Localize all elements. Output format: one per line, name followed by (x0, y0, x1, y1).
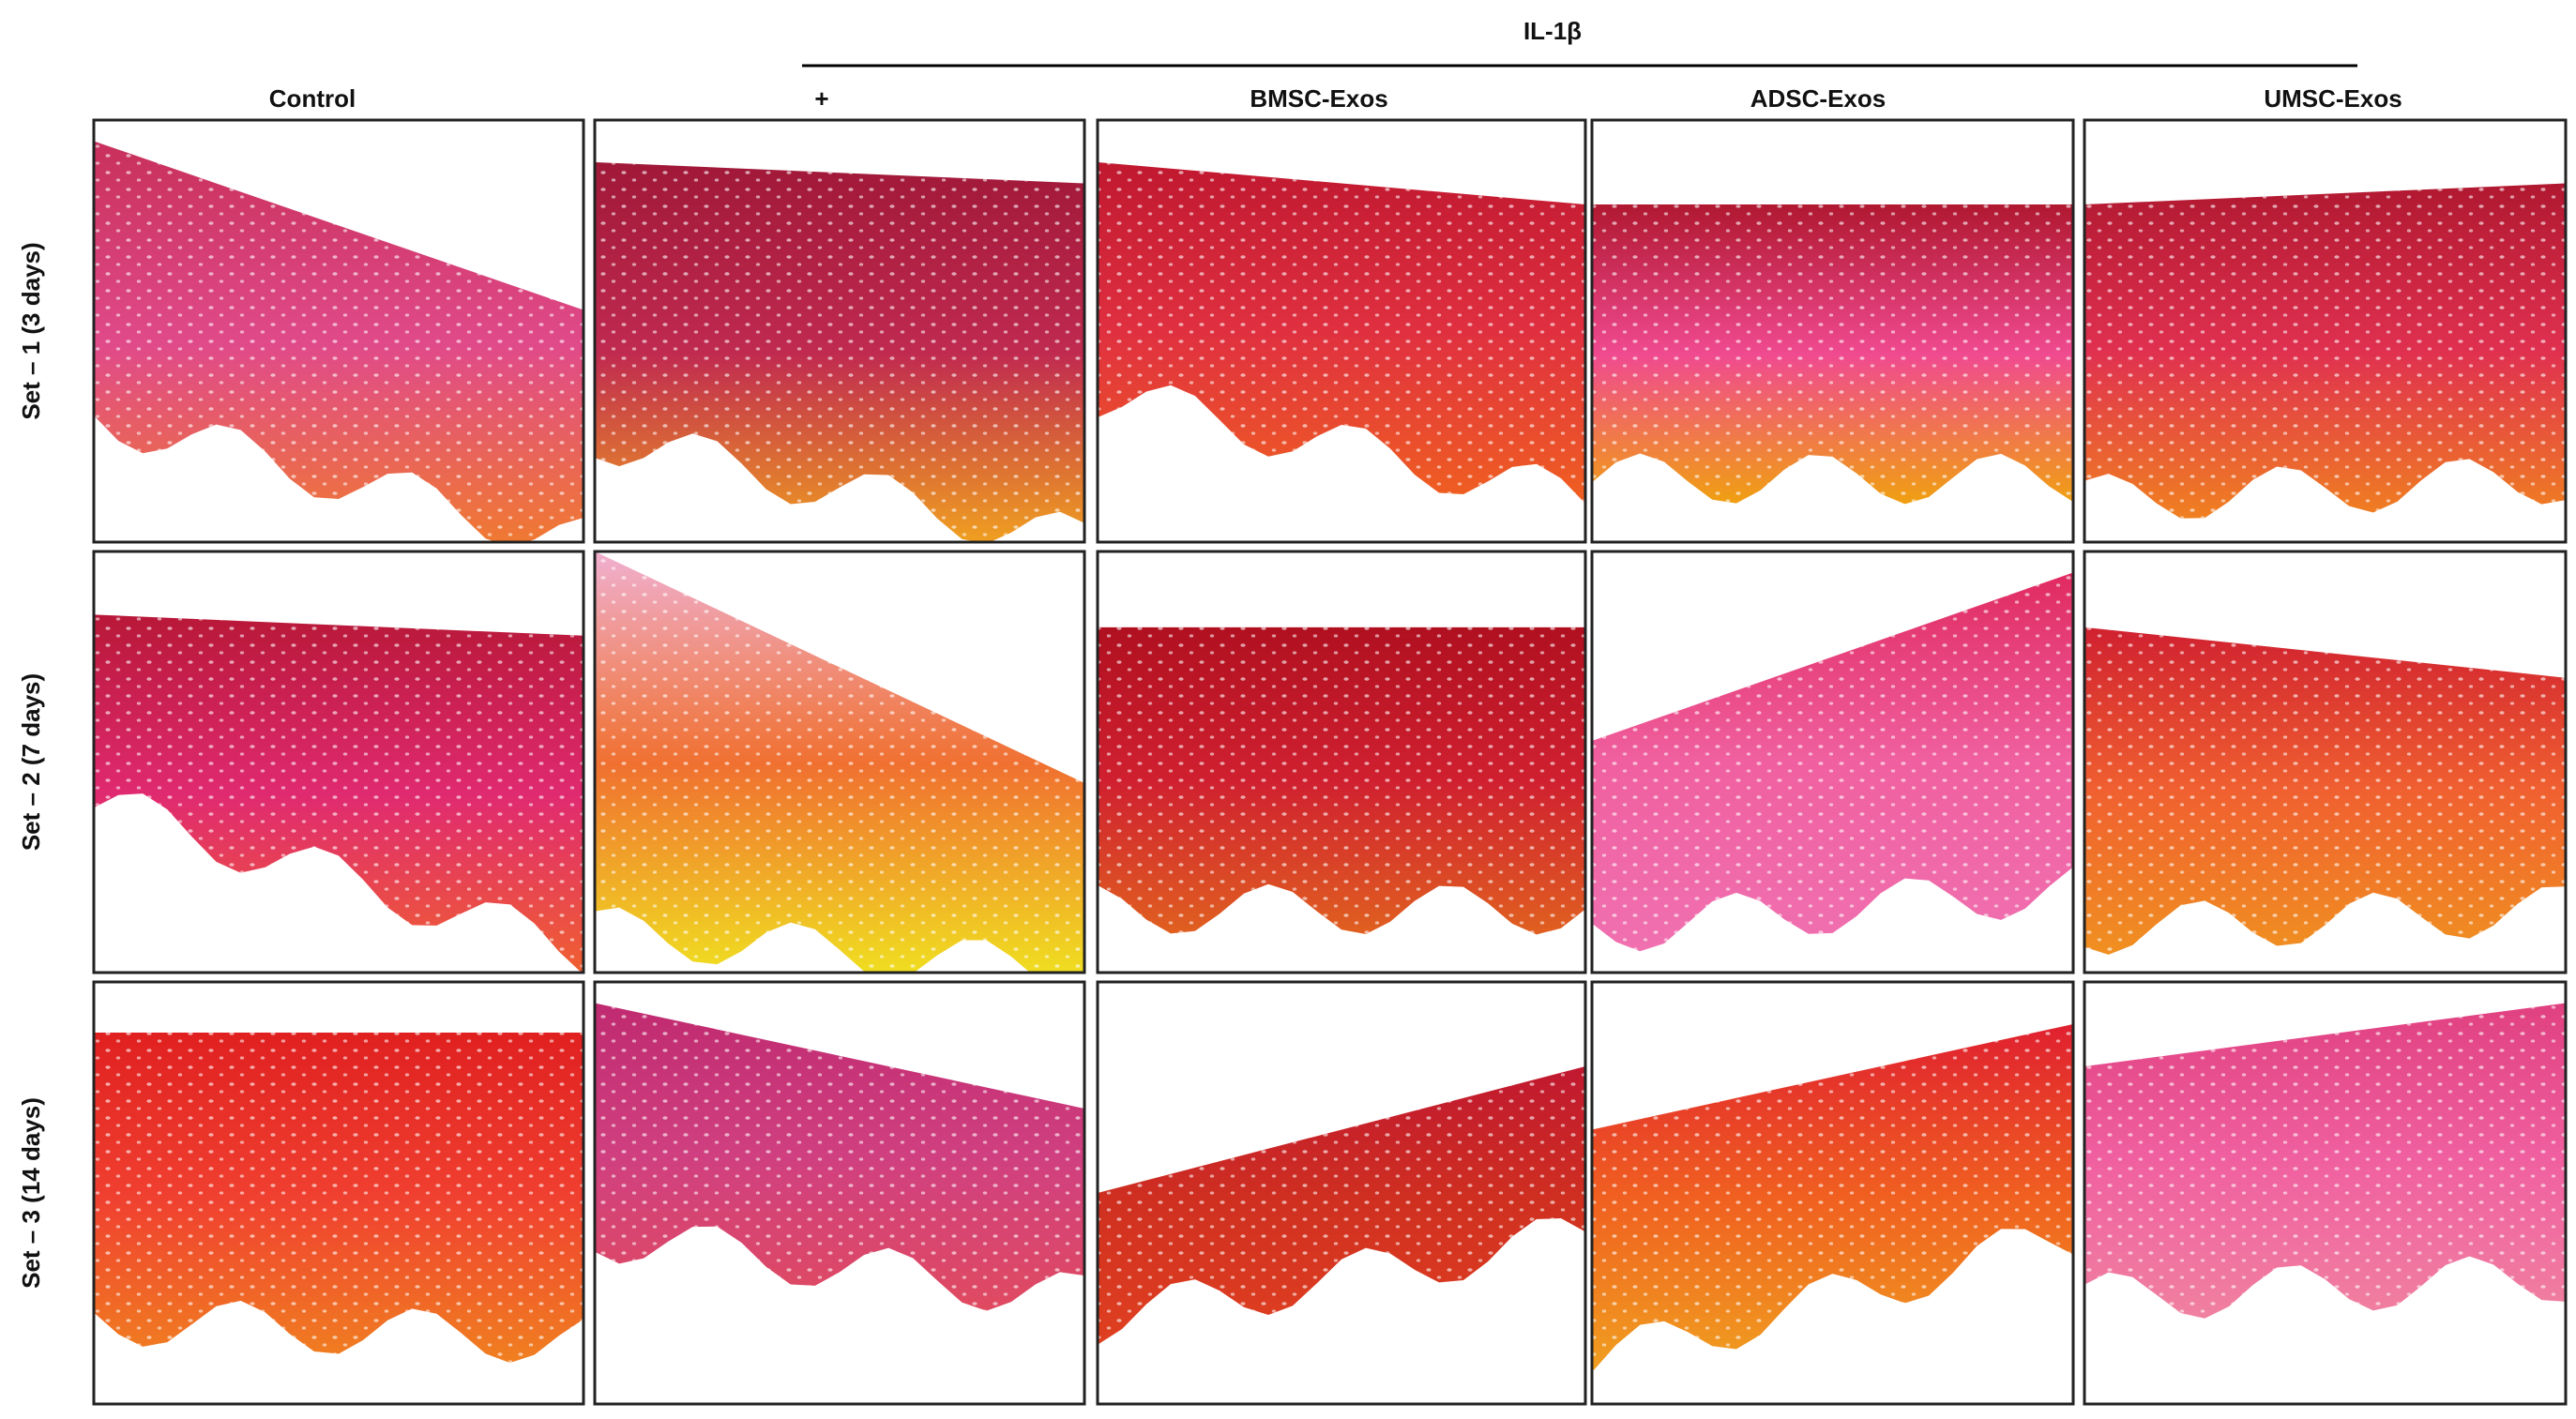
chondrocytes (1098, 162, 1585, 505)
chondrocytes (1592, 572, 2073, 952)
panel-frame (1590, 118, 2075, 544)
micrograph (94, 982, 583, 1404)
panel-frame (1096, 550, 1587, 974)
panel-frame (2083, 980, 2568, 1406)
micrograph (1592, 120, 2073, 542)
chondrocytes (2084, 1003, 2566, 1319)
panel-frame (92, 980, 585, 1406)
panel-frame (1590, 980, 2075, 1406)
panel-frame (593, 550, 1086, 974)
chondrocytes (94, 614, 583, 973)
panel-frame (2083, 118, 2568, 544)
column-label: Control (269, 84, 356, 113)
chondrocytes (1592, 1024, 2073, 1373)
column-label: + (814, 84, 828, 113)
micrograph (1592, 982, 2073, 1404)
micrograph (1098, 120, 1585, 542)
chondrocytes (595, 1003, 1084, 1311)
column-label: ADSC-Exos (1750, 84, 1886, 113)
micrograph (2084, 982, 2566, 1404)
chondrocytes (595, 551, 1084, 973)
micrograph (2084, 120, 2566, 542)
micrograph (1098, 551, 1585, 973)
micrograph (595, 551, 1084, 973)
chondrocytes (1592, 204, 2073, 505)
panel-frame (2083, 550, 2568, 974)
row-label: Set – 1 (3 days) (17, 242, 45, 419)
chondrocytes (2084, 626, 2566, 955)
micrograph (1098, 982, 1585, 1404)
panel-frame (1096, 118, 1587, 544)
micrograph (595, 982, 1084, 1404)
micrograph (94, 120, 583, 542)
column-label: BMSC-Exos (1250, 84, 1387, 113)
panel-frame (593, 980, 1086, 1406)
panel-frame (1096, 980, 1587, 1406)
chondrocytes (595, 162, 1084, 542)
micrograph (1592, 551, 2073, 973)
chondrocytes (94, 1033, 583, 1364)
chondrocytes (1098, 1066, 1585, 1345)
panel-frame (92, 550, 585, 974)
column-label: UMSC-Exos (2264, 84, 2402, 113)
panel-frame (92, 118, 585, 544)
panel-frame (1590, 550, 2075, 974)
group-label: IL-1β (1523, 17, 1582, 45)
chondrocytes (2084, 183, 2566, 519)
row-label: Set – 3 (14 days) (17, 1097, 45, 1289)
chondrocytes (1098, 626, 1585, 935)
micrograph (595, 120, 1084, 542)
panel-frame (593, 118, 1086, 544)
row-label: Set – 2 (7 days) (17, 673, 45, 851)
chondrocytes (94, 141, 583, 542)
micrograph (2084, 551, 2566, 973)
micrograph (94, 551, 583, 973)
